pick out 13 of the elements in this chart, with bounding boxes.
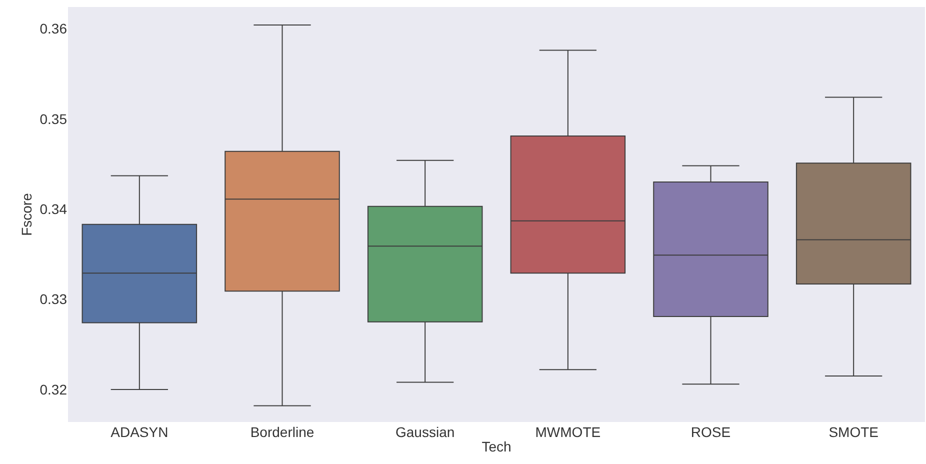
x-tick-label: ADASYN: [110, 424, 168, 440]
x-tick-label: Gaussian: [396, 424, 455, 440]
x-tick-label: MWMOTE: [535, 424, 601, 440]
x-axis-title: Tech: [482, 438, 512, 454]
y-tick-label: 0.33: [40, 291, 68, 308]
y-axis-title: Fscore: [18, 192, 34, 236]
y-tick-label: 0.36: [40, 20, 68, 37]
x-tick-label: SMOTE: [828, 424, 878, 440]
x-tick-label: ROSE: [690, 424, 731, 440]
y-tick-label: 0.34: [40, 200, 68, 217]
x-tick-label: Borderline: [250, 424, 314, 440]
y-tick-label: 0.32: [40, 381, 68, 398]
y-tick-label: 0.35: [40, 110, 68, 127]
